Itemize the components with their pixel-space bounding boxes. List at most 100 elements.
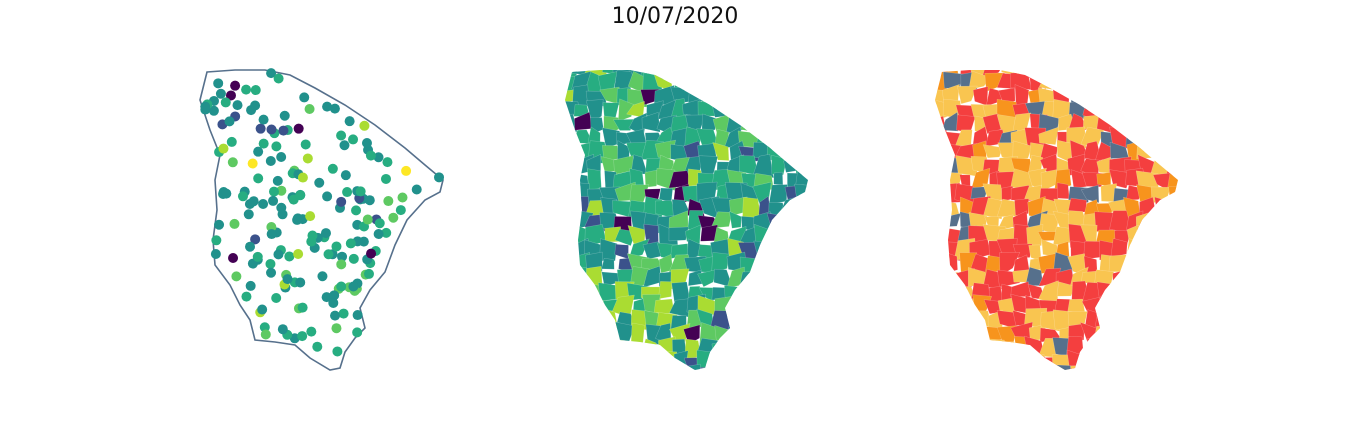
map-region: [946, 364, 962, 370]
map-region: [811, 60, 820, 79]
map-region: [1137, 351, 1159, 369]
data-point: [279, 110, 290, 121]
data-point: [362, 214, 373, 225]
map-region: [1150, 128, 1170, 147]
map-region: [627, 351, 648, 370]
map-region: [755, 257, 773, 272]
map-region: [742, 338, 760, 355]
map-region: [1122, 103, 1145, 118]
map-region: [613, 119, 634, 131]
map-region: [695, 70, 718, 79]
map-region: [1138, 340, 1160, 360]
map-region: [801, 267, 808, 285]
map-region: [955, 314, 978, 328]
map-region: [1169, 89, 1178, 107]
map-region: [573, 297, 592, 316]
map-region: [742, 70, 760, 79]
data-point: [364, 195, 375, 206]
map-region: [711, 340, 734, 359]
map-region: [810, 119, 820, 133]
map-region: [765, 239, 784, 259]
data-point: [323, 249, 334, 260]
map-region: [812, 71, 820, 90]
map-region: [935, 170, 950, 190]
map-region: [810, 336, 820, 353]
data-point: [328, 297, 339, 308]
map-region: [784, 212, 803, 230]
data-point: [312, 341, 323, 352]
map-region: [1169, 103, 1178, 119]
map-region: [996, 341, 1017, 360]
data-point: [276, 202, 287, 213]
data-point: [434, 172, 445, 183]
data-point: [229, 218, 240, 229]
map-region: [729, 211, 742, 229]
data-point: [214, 219, 225, 230]
map-region: [727, 314, 745, 325]
map-region: [616, 352, 634, 370]
map-region: [681, 363, 701, 370]
map-region: [1113, 87, 1130, 104]
data-point: [276, 185, 287, 196]
map-region: [1039, 370, 1061, 380]
data-point: [363, 268, 374, 279]
map-region: [939, 282, 962, 304]
map-region: [783, 351, 801, 370]
data-point: [210, 248, 221, 259]
data-point: [304, 103, 315, 114]
map-region: [614, 244, 629, 260]
map-region: [1178, 280, 1190, 301]
map-region: [997, 364, 1019, 370]
data-point: [208, 105, 219, 116]
map-region: [658, 281, 672, 300]
map-region: [1138, 323, 1158, 345]
data-point: [352, 310, 363, 321]
map-region: [1163, 283, 1178, 303]
map-region: [645, 364, 664, 370]
map-region: [999, 252, 1021, 277]
map-region: [1081, 85, 1104, 108]
map-region: [1108, 298, 1132, 315]
map-region: [1150, 186, 1171, 203]
map-region: [682, 75, 705, 94]
map-region: [1123, 256, 1144, 277]
map-region: [565, 352, 576, 370]
data-point: [258, 198, 269, 209]
map-region: [740, 116, 761, 133]
map-region: [935, 212, 947, 232]
map-region: [1181, 323, 1190, 344]
data-point: [248, 196, 259, 207]
map-region: [769, 339, 788, 356]
data-point: [331, 241, 342, 252]
map-region: [739, 366, 755, 370]
data-point: [299, 92, 310, 103]
map-region: [1052, 364, 1071, 370]
map-region: [1027, 70, 1042, 80]
map-region: [741, 296, 760, 316]
map-region: [1081, 184, 1100, 203]
data-point: [337, 251, 348, 262]
map-region: [798, 70, 808, 79]
map-region: [1165, 156, 1178, 176]
map-region: [794, 183, 808, 206]
map-region: [752, 340, 774, 357]
map-region: [798, 308, 808, 326]
map-region: [796, 100, 808, 116]
map-region: [572, 336, 591, 359]
map-region: [713, 70, 731, 92]
data-point: [228, 252, 239, 263]
map-region: [768, 184, 788, 205]
map-region: [571, 310, 590, 329]
map-region: [935, 351, 949, 370]
map-region: [935, 196, 950, 217]
data-point: [366, 248, 377, 259]
data-point: [348, 134, 359, 145]
map-region: [1141, 257, 1159, 270]
data-point: [340, 170, 351, 181]
map-region: [712, 142, 730, 161]
map-region: [751, 84, 773, 104]
data-point: [295, 190, 306, 201]
map-region: [1164, 241, 1178, 262]
map-region: [1026, 224, 1044, 247]
map-region: [1181, 60, 1190, 80]
